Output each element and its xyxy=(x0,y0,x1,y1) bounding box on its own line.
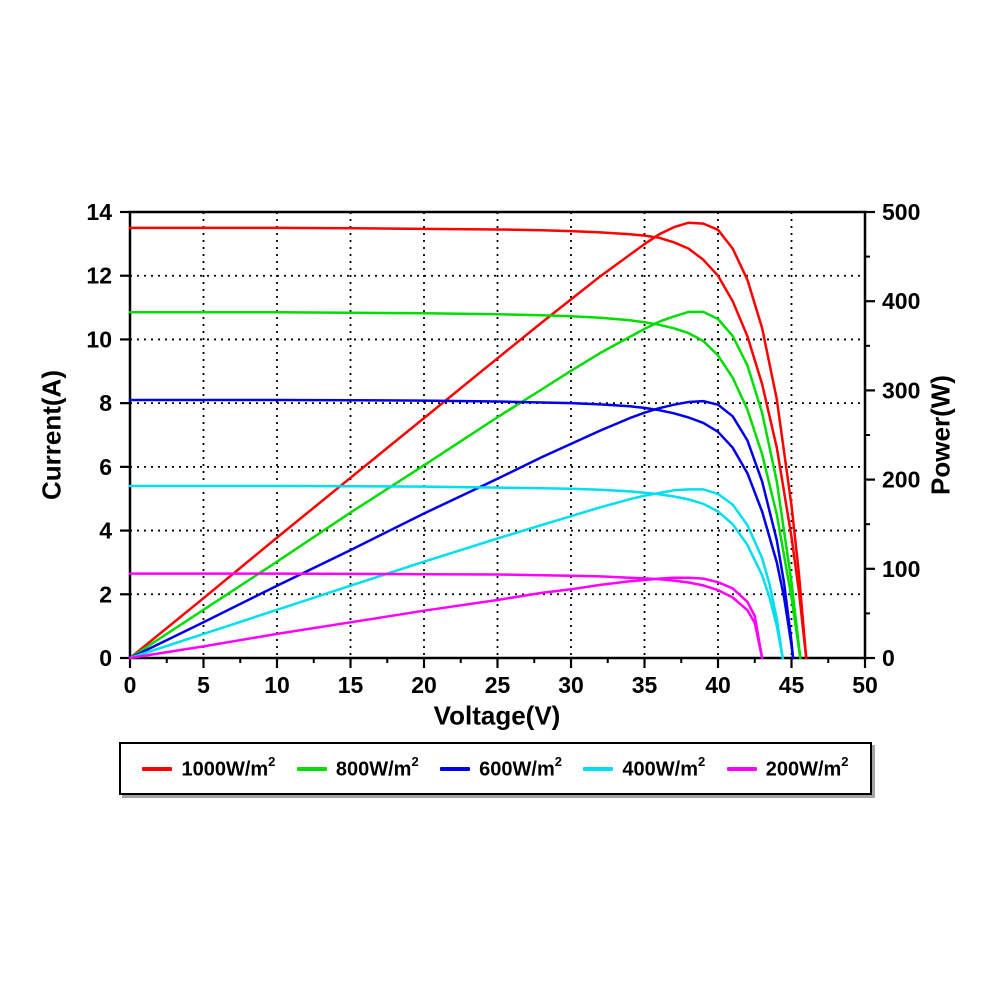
y-right-tick-label: 400 xyxy=(882,288,920,314)
iv-curve-800 xyxy=(128,311,802,660)
y-left-tick-label: 4 xyxy=(99,518,112,544)
legend-label: 200W/m2 xyxy=(765,754,849,781)
iv-curve-600 xyxy=(128,398,795,660)
iv-curve-200 xyxy=(128,572,764,660)
legend-dash-icon xyxy=(296,766,327,771)
legend-label: 1000W/m2 xyxy=(181,754,276,781)
x-tick-label: 30 xyxy=(558,672,584,698)
pv-curve-600 xyxy=(128,399,795,660)
y-left-tick-label: 12 xyxy=(86,263,112,289)
x-tick-label: 25 xyxy=(485,672,511,698)
y-left-tick-label: 10 xyxy=(86,326,112,352)
legend-item-1000: 1000W/m2 xyxy=(142,754,276,781)
x-tick-label: 10 xyxy=(264,672,290,698)
legend-item-400: 400W/m2 xyxy=(583,754,706,781)
pv-curve-200 xyxy=(128,576,764,660)
legend-item-800: 800W/m2 xyxy=(296,754,419,781)
y-right-tick-label: 500 xyxy=(882,199,920,225)
y-right-tick-label: 0 xyxy=(882,645,895,671)
legend-item-600: 600W/m2 xyxy=(440,754,562,781)
x-tick-label: 45 xyxy=(779,672,805,698)
x-axis-title: Voltage(V) xyxy=(433,700,561,731)
iv-curve-400 xyxy=(128,484,784,660)
y-left-tick-label: 8 xyxy=(99,390,112,416)
y-right-tick-label: 300 xyxy=(882,377,920,403)
legend-item-200: 200W/m2 xyxy=(726,754,849,781)
legend-dash-icon xyxy=(726,766,757,771)
x-tick-label: 0 xyxy=(124,672,137,698)
y-axis-left-title: Current(A) xyxy=(36,370,67,500)
legend-dash-icon xyxy=(440,766,471,771)
x-tick-label: 50 xyxy=(852,672,878,698)
x-tick-label: 40 xyxy=(705,672,731,698)
iv-curve-1000 xyxy=(128,226,808,660)
y-right-tick-label: 200 xyxy=(882,467,920,493)
y-right-tick-label: 100 xyxy=(882,556,920,582)
pv-curve-1000 xyxy=(128,221,808,660)
legend-box: 1000W/m2 800W/m2 600W/m2 400W/m2 200W/m2 xyxy=(119,742,872,795)
plot-border xyxy=(128,210,867,660)
x-tick-label: 35 xyxy=(632,672,658,698)
y-left-tick-label: 2 xyxy=(99,581,112,607)
x-tick-label: 20 xyxy=(411,672,437,698)
y-left-tick-label: 14 xyxy=(86,199,112,225)
pv-curve-800 xyxy=(128,310,802,660)
legend-label: 600W/m2 xyxy=(479,754,562,781)
x-tick-label: 5 xyxy=(197,672,210,698)
y-left-tick-label: 0 xyxy=(99,645,112,671)
legend-dash-icon xyxy=(583,766,614,771)
y-left-tick-label: 6 xyxy=(99,454,112,480)
y-axis-right-title: Power(W) xyxy=(925,375,956,495)
legend-label: 400W/m2 xyxy=(622,754,706,781)
legend-label: 800W/m2 xyxy=(335,754,419,781)
x-tick-label: 15 xyxy=(338,672,364,698)
legend-dash-icon xyxy=(142,766,173,771)
